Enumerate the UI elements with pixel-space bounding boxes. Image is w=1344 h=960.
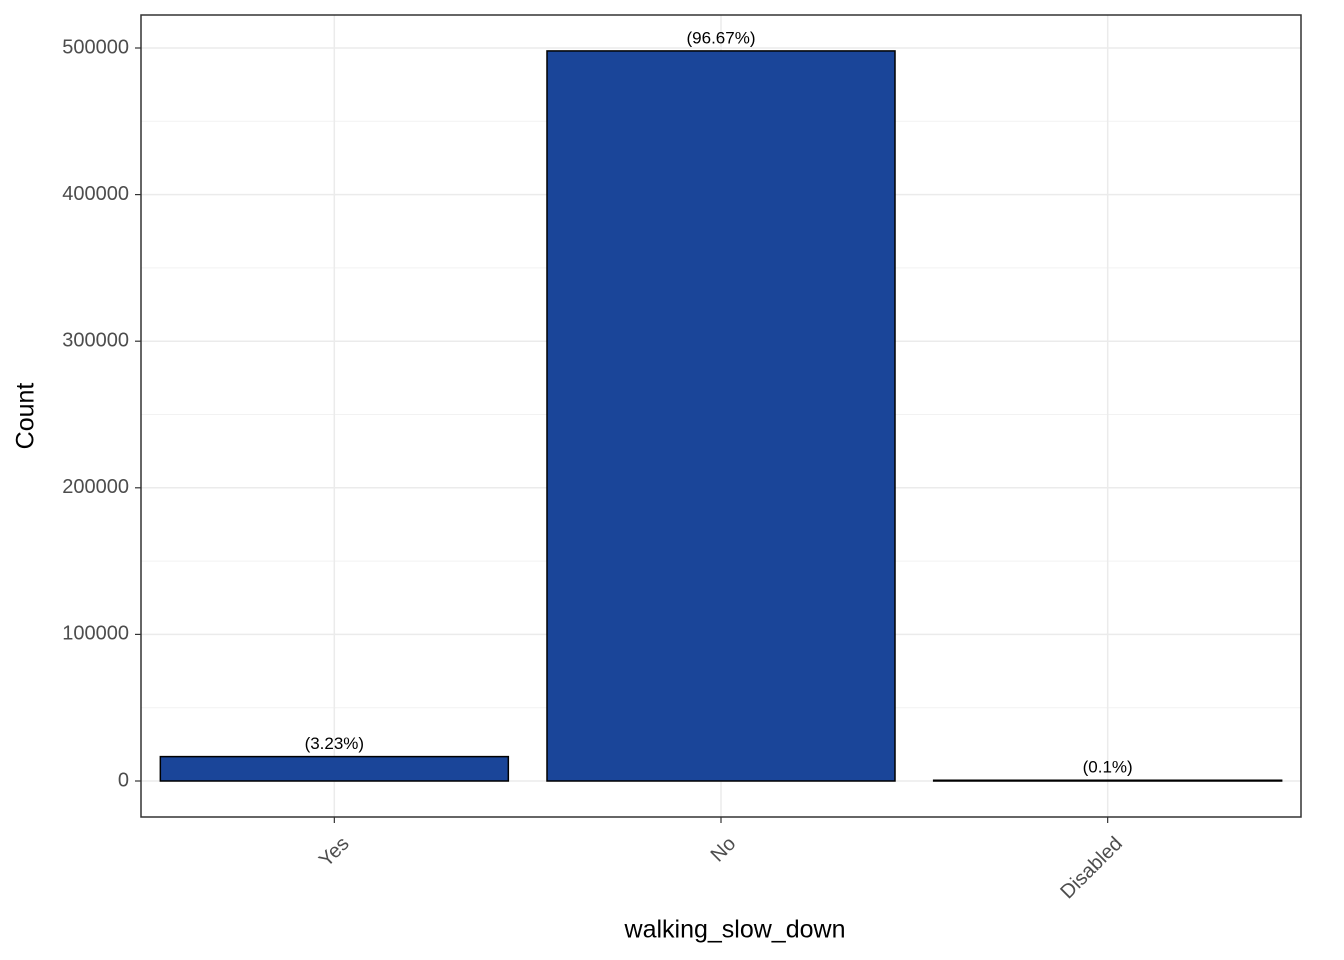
x-tick-label: Yes — [315, 833, 354, 872]
y-axis-title: Count — [12, 383, 40, 450]
y-tick-label: 500000 — [62, 36, 129, 58]
bar — [546, 50, 896, 782]
y-tick-label: 200000 — [62, 476, 129, 498]
data-label: (0.1%) — [1083, 758, 1133, 777]
bar — [159, 755, 510, 782]
bar — [932, 779, 1283, 782]
y-tick-label: 0 — [118, 769, 129, 791]
data-label: (3.23%) — [305, 734, 365, 753]
data-label: (96.67%) — [687, 28, 756, 47]
y-tick-label: 300000 — [62, 329, 129, 351]
x-tick-label: No — [707, 833, 741, 867]
x-tick-label: Disabled — [1056, 833, 1127, 904]
panel-border — [140, 14, 1302, 818]
x-axis-title: walking_slow_down — [624, 916, 846, 944]
y-tick-label: 400000 — [62, 183, 129, 205]
y-tick-label: 100000 — [62, 623, 129, 645]
